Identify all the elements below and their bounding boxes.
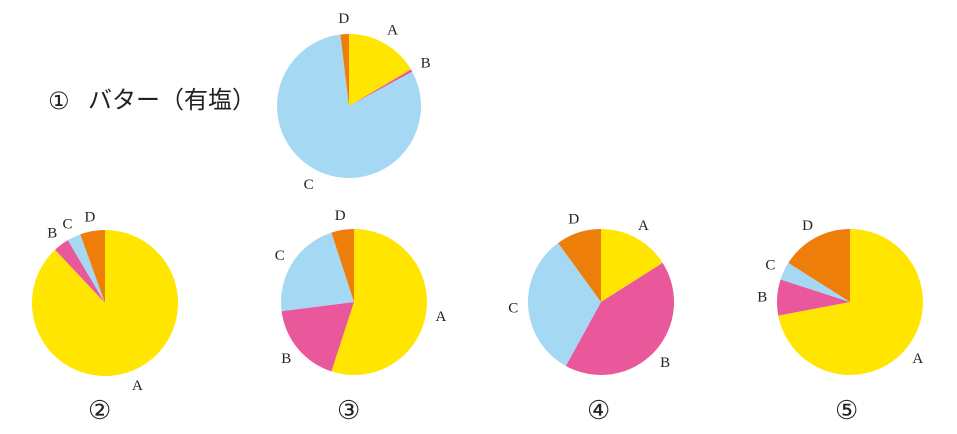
pie-1-label-b: B — [421, 56, 431, 72]
pie-1-label-c: C — [304, 177, 314, 193]
pie-3-label-a: A — [435, 309, 446, 325]
pie-1-label-a: A — [387, 23, 398, 39]
pie-5-label-d: D — [802, 218, 813, 234]
pie-3-number: ③ — [337, 396, 360, 425]
pie-3-label-c: C — [275, 248, 285, 264]
pie-3-label-d: D — [335, 208, 346, 224]
pie-5-label-b: B — [757, 290, 767, 306]
pie-2-label-c: C — [62, 216, 72, 232]
pie-1-label-d: D — [338, 11, 349, 27]
pie-2-number: ② — [88, 396, 111, 425]
pie-4-label-b: B — [660, 355, 670, 371]
pie-5-number: ⑤ — [835, 396, 858, 425]
pie-4-label-a: A — [638, 218, 649, 234]
pie-2-slice-a — [32, 230, 178, 376]
butter-label-number: ① — [48, 87, 70, 115]
pie-2-label-b: B — [47, 226, 57, 242]
pie-3-label-b: B — [281, 351, 291, 367]
pie-4-label-c: C — [508, 301, 518, 317]
butter-title: バター（有塩） — [88, 86, 256, 114]
pie-2-label-a: A — [132, 378, 143, 394]
pie-5-label-a: A — [912, 351, 923, 367]
pie-4-number: ④ — [587, 396, 610, 425]
pie-2-label-d: D — [84, 209, 95, 225]
pie-5-label-c: C — [765, 258, 775, 274]
pie-4-label-d: D — [568, 211, 579, 227]
